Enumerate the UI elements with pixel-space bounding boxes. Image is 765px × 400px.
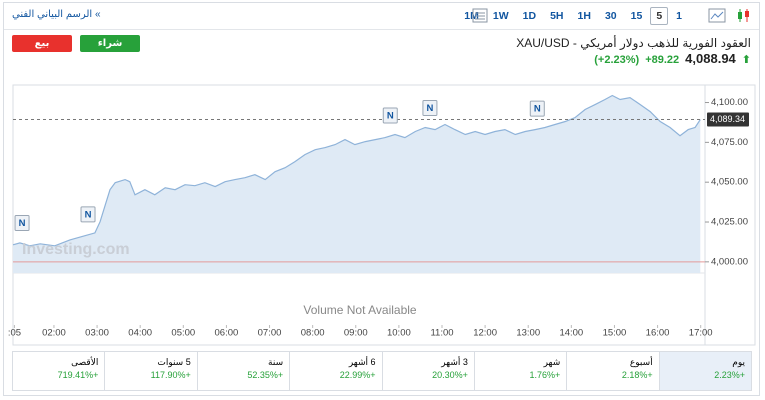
period-change: +52.35%	[247, 370, 284, 380]
x-tick-label: 04:00	[128, 328, 152, 339]
x-tick-label: 03:00	[85, 328, 109, 339]
news-label: N	[426, 103, 433, 114]
icon-area[interactable]	[708, 8, 726, 23]
last-price-label: 4,089.34	[710, 114, 745, 124]
period: 5 سنوات	[157, 357, 191, 367]
x-tick-label: 13:00	[516, 328, 540, 339]
y-tick-label: 4,075.00	[711, 137, 748, 148]
timeframe-button[interactable]: 5	[650, 7, 669, 25]
x-tick-label: 11:00	[430, 328, 453, 339]
period-change: +20.30%	[432, 370, 468, 380]
up-arrow: ⬆	[741, 54, 751, 66]
change-pct: (+2.23%)	[594, 54, 640, 66]
timeframe-button[interactable]: 1W	[492, 10, 509, 22]
period-change: +2.18%	[621, 370, 653, 380]
y-tick-label: 4,025.00	[711, 217, 748, 228]
x-tick-label: 17:00	[689, 328, 713, 339]
period-change: +22.99%	[339, 370, 376, 380]
x-tick-label: 12:00	[473, 328, 497, 339]
period-change: +117.90%	[150, 370, 191, 380]
x-tick-label: 02:00	[42, 328, 66, 339]
performance-cell[interactable]: الأقصى +719.41%	[13, 352, 104, 390]
widget: » الرسم البياني الفني 1M 1W 1D 5H 1H 30 15 5 1 ب…	[3, 2, 760, 396]
news-label: N	[19, 218, 26, 229]
news-label: N	[534, 104, 541, 115]
change: +89.22	[645, 54, 680, 66]
watermark: Investing.com	[22, 241, 130, 258]
news-marker	[80, 206, 96, 223]
performance-cell[interactable]: شهر +1.76%	[473, 352, 566, 390]
news-marker	[382, 107, 398, 124]
period: سنة	[268, 357, 284, 367]
sell-button[interactable]: بيع	[12, 35, 72, 52]
volume-note: Volume Not Available	[303, 303, 417, 317]
x-tick-label: 14:00	[559, 328, 583, 339]
period-change: +719.41%	[57, 370, 99, 380]
timeframe-button[interactable]: 1H	[577, 10, 591, 22]
x-tick-label: 16:00	[646, 328, 670, 339]
performance-table: يوم +2.23% أسبوع +2.18% شهر +1.76% 3 أشهر +20.3…	[12, 351, 752, 391]
performance-cell[interactable]: أسبوع +2.18%	[566, 352, 658, 390]
performance-cell[interactable]: 3 أشهر +20.30%	[381, 352, 474, 390]
plot-frame	[12, 84, 756, 346]
timeframe-button[interactable]: 1	[676, 10, 682, 22]
chart: 4,000.00 4,025.00 4,050.00 4,075.00 4,100.00…	[8, 84, 756, 346]
toolbar: » الرسم البياني الفني 1M 1W 1D 5H 1H 30 15 5 1	[4, 3, 759, 30]
timeframe-button[interactable]: 5H	[550, 10, 564, 22]
x-tick-label: 08:00	[301, 328, 325, 339]
timeframes: 1M 1W 1D 5H 1H 30 15 5 1	[457, 7, 689, 25]
y-tick-label: 4,100.00	[711, 97, 748, 108]
period: 3 أشهر	[441, 357, 468, 367]
x-tick-label: 06:00	[215, 328, 239, 339]
price-line	[12, 94, 701, 247]
icon-table[interactable]	[472, 8, 488, 23]
period-change: +2.23%	[714, 370, 745, 380]
x-tick-label: :05	[8, 328, 21, 339]
period-change: +1.76%	[529, 370, 561, 380]
period: 6 أشهر	[348, 357, 376, 367]
performance-cell[interactable]: يوم +2.23%	[658, 352, 751, 390]
chart-link[interactable]: » الرسم البياني الفني	[12, 9, 101, 20]
y-tick-label: 4,050.00	[711, 177, 748, 188]
x-tick-label: 07:00	[258, 328, 282, 339]
price: 4,088.94	[685, 51, 736, 66]
x-tick-label: 15:00	[603, 328, 627, 339]
y-tick-label: 4,000.00	[711, 256, 748, 267]
x-tick-label: 10:00	[387, 328, 411, 339]
news-label: N	[387, 111, 394, 122]
timeframe-button[interactable]: 1D	[522, 10, 537, 22]
icon-candles[interactable]	[736, 7, 752, 24]
buy-button[interactable]: شراء	[80, 35, 140, 52]
performance-cell[interactable]: سنة +52.35%	[196, 352, 289, 390]
last-price-box	[707, 112, 749, 127]
performance-cell[interactable]: 6 أشهر +22.99%	[289, 352, 381, 390]
news-label: N	[85, 209, 92, 220]
news-marker	[529, 100, 545, 117]
timeframe-button[interactable]: 30	[604, 10, 617, 22]
period: شهر	[543, 357, 561, 367]
performance-cell[interactable]: 5 سنوات +117.90%	[104, 352, 196, 390]
period: الأقصى	[71, 357, 99, 367]
news-marker	[422, 100, 438, 117]
instrument-title: XAU/USD - العقود الفورية للذهب دولار أمر…	[516, 36, 751, 50]
period: يوم	[732, 357, 745, 367]
period: أسبوع	[629, 357, 653, 367]
area-fill	[13, 95, 701, 273]
x-tick-label: 09:00	[344, 328, 368, 339]
news-marker	[14, 215, 30, 232]
x-tick-label: 05:00	[171, 328, 195, 339]
timeframe-button[interactable]: 15	[630, 10, 643, 22]
price-row: (+2.23%) +89.22 4,088.94 ⬆	[594, 51, 751, 66]
